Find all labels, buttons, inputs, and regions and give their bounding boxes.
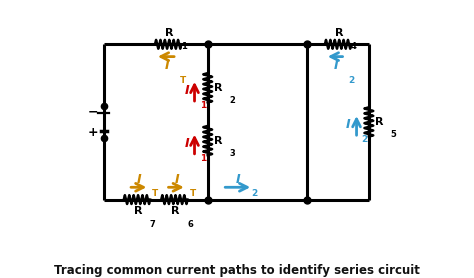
Text: 7: 7 xyxy=(150,220,155,229)
Text: 2: 2 xyxy=(229,96,235,105)
Text: 2: 2 xyxy=(348,76,355,85)
Text: T: T xyxy=(190,189,196,198)
Text: R: R xyxy=(134,206,142,216)
Text: 4: 4 xyxy=(351,41,356,51)
Text: I: I xyxy=(185,84,190,97)
Text: 3: 3 xyxy=(229,149,235,158)
Text: I: I xyxy=(137,173,142,186)
Text: I: I xyxy=(164,59,169,73)
Text: 2: 2 xyxy=(361,135,367,144)
Text: I: I xyxy=(346,118,351,131)
Text: R: R xyxy=(214,136,222,146)
Text: T: T xyxy=(180,76,186,85)
Text: R: R xyxy=(214,83,222,93)
Text: +: + xyxy=(87,126,98,139)
Text: 2: 2 xyxy=(251,189,257,198)
Text: 1: 1 xyxy=(200,153,206,163)
Text: I: I xyxy=(333,59,338,73)
Text: R: R xyxy=(375,117,383,127)
Text: 5: 5 xyxy=(391,130,396,139)
Text: 1: 1 xyxy=(181,41,187,51)
Text: I: I xyxy=(185,137,190,150)
Text: T: T xyxy=(152,189,158,198)
Text: R: R xyxy=(171,206,180,216)
Text: −: − xyxy=(87,105,98,118)
Text: R: R xyxy=(165,28,173,38)
Text: R: R xyxy=(335,28,344,38)
Text: I: I xyxy=(174,173,179,186)
Text: 1: 1 xyxy=(200,101,206,110)
Text: I: I xyxy=(236,173,241,186)
Text: Tracing common current paths to identify series circuit: Tracing common current paths to identify… xyxy=(54,264,420,277)
Text: 6: 6 xyxy=(187,220,193,229)
